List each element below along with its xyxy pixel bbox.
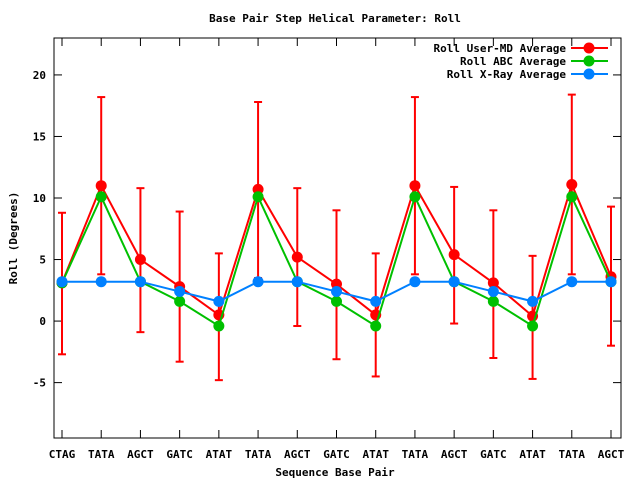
axis-ticks: [54, 38, 621, 438]
data-point: [174, 286, 186, 298]
data-point: [409, 180, 421, 192]
data-point: [527, 320, 539, 332]
x-tick-label: GATC: [166, 448, 193, 461]
data-point: [291, 276, 303, 288]
data-point: [56, 276, 68, 288]
y-tick-label: 0: [39, 315, 46, 328]
x-tick-label: GATC: [323, 448, 350, 461]
x-tick-label: AGCT: [127, 448, 154, 461]
series-1: [56, 93, 617, 382]
data-point: [566, 191, 578, 203]
data-point: [605, 276, 617, 288]
data-point: [331, 295, 342, 307]
x-tick-label: CTAG: [49, 448, 76, 461]
x-tick-label: ATAT: [362, 448, 389, 461]
legend-label: Roll X-Ray Average: [447, 68, 567, 81]
data-point: [174, 295, 186, 307]
x-tick-label: GATC: [480, 448, 507, 461]
x-tick-labels: CTAG TATA AGCT GATC ATAT TATA AGCT GATC ATAT TATA…: [49, 448, 625, 461]
data-point: [448, 276, 460, 288]
data-point: [95, 191, 107, 203]
x-tick-label: AGCT: [441, 448, 468, 461]
x-tick-label: AGCT: [598, 448, 625, 461]
x-tick-label: TATA: [245, 448, 272, 461]
data-point: [409, 191, 421, 203]
data-point: [409, 276, 421, 288]
legend-label: Roll User-MD Average: [434, 42, 567, 55]
series-layer: [56, 93, 617, 382]
y-tick-label: 20: [33, 69, 46, 82]
data-point: [291, 251, 303, 263]
x-tick-label: TATA: [88, 448, 115, 461]
y-tick-label: -5: [33, 377, 46, 390]
data-point: [370, 320, 382, 332]
x-tick-label: TATA: [402, 448, 429, 461]
legend-marker: [583, 55, 595, 67]
data-point: [331, 286, 342, 298]
data-point: [527, 295, 539, 307]
data-point: [95, 180, 107, 192]
y-tick-label: 10: [33, 192, 46, 205]
data-point: [213, 295, 225, 307]
data-point: [134, 254, 146, 266]
series-3: [56, 276, 617, 307]
data-point: [448, 249, 460, 261]
data-point: [134, 276, 146, 288]
x-axis-label: Sequence Base Pair: [275, 466, 395, 479]
chart-title: Base Pair Step Helical Parameter: Roll: [209, 12, 461, 25]
y-tick-label: 5: [39, 254, 46, 267]
legend-marker: [583, 42, 595, 54]
y-tick-label: 15: [33, 130, 46, 143]
y-tick-labels: -5 0 5 10 15 20: [33, 69, 46, 390]
legend-marker: [583, 68, 595, 80]
data-point: [566, 178, 578, 190]
x-tick-label: ATAT: [206, 448, 233, 461]
data-point: [487, 277, 499, 289]
x-tick-label: ATAT: [519, 448, 546, 461]
data-point: [487, 295, 499, 307]
data-point: [370, 295, 382, 307]
y-axis-label: Roll (Degrees): [7, 192, 20, 285]
data-point: [566, 276, 578, 288]
x-tick-label: AGCT: [284, 448, 311, 461]
x-tick-label: TATA: [559, 448, 586, 461]
data-point: [487, 286, 499, 298]
data-point: [213, 320, 225, 332]
data-point: [252, 276, 264, 288]
legend-label: Roll ABC Average: [460, 55, 566, 68]
data-point: [252, 191, 264, 203]
plot-frame: [53, 37, 622, 439]
data-point: [95, 276, 107, 288]
